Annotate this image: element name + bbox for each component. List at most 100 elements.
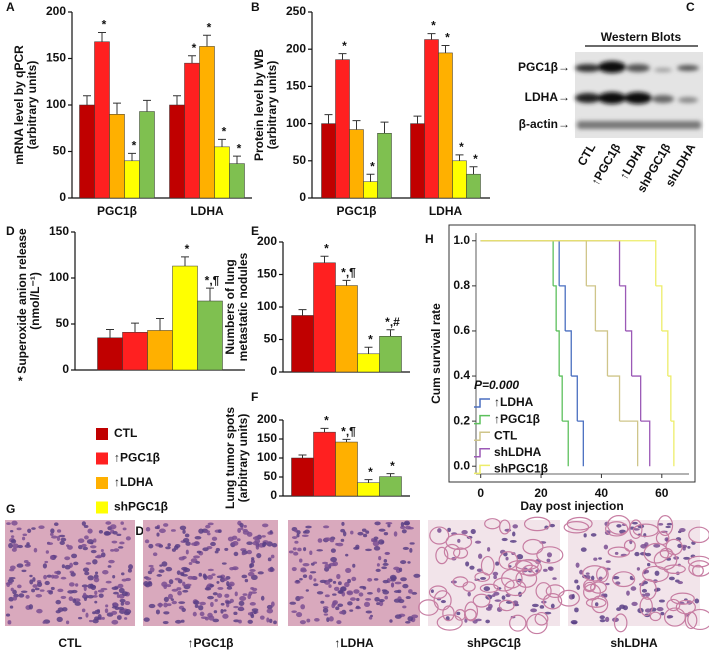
nucleus: [226, 586, 233, 590]
nucleus: [53, 522, 59, 527]
nucleus: [645, 552, 652, 557]
nucleus: [12, 589, 17, 595]
septum: [687, 555, 709, 568]
nucleus: [117, 583, 124, 589]
nucleus: [312, 561, 318, 564]
y-tick-label: 100: [257, 450, 277, 464]
nucleus: [384, 595, 388, 600]
nucleus: [73, 561, 79, 566]
bar: [349, 129, 364, 199]
y-tick-label: 150: [49, 224, 69, 238]
nucleus: [257, 571, 264, 575]
legend-line: [474, 398, 490, 408]
nucleus: [350, 530, 354, 535]
significance-label: *: [102, 18, 107, 32]
nucleus: [355, 544, 360, 550]
nucleus: [233, 605, 239, 609]
nucleus: [480, 576, 487, 580]
septum: [684, 611, 698, 630]
nucleus: [188, 561, 193, 565]
septum: [613, 613, 628, 633]
y-tick-label: 150: [286, 79, 306, 93]
nucleus: [376, 587, 381, 593]
nucleus: [50, 528, 55, 534]
nucleus: [461, 530, 468, 535]
nucleus: [658, 522, 664, 526]
nucleus: [239, 596, 247, 601]
nucleus: [447, 527, 451, 532]
septum: [649, 611, 662, 622]
nucleus: [116, 533, 122, 537]
nucleus: [152, 552, 158, 557]
nucleus: [476, 568, 483, 572]
nucleus: [56, 535, 61, 542]
bar: [94, 41, 110, 199]
nucleus: [89, 545, 97, 549]
nucleus: [574, 579, 579, 584]
legend-label: shPGC1β: [494, 462, 548, 476]
nucleus: [49, 532, 54, 536]
nucleus: [630, 577, 635, 581]
bar: [357, 353, 380, 373]
nucleus: [77, 538, 85, 543]
septum: [666, 598, 681, 612]
nucleus: [512, 524, 518, 529]
nucleus: [378, 528, 386, 532]
nucleus: [653, 543, 661, 548]
nucleus: [338, 590, 344, 594]
nucleus: [405, 596, 411, 600]
septum: [418, 599, 439, 616]
nucleus: [74, 601, 81, 606]
nucleus: [505, 556, 509, 561]
bar: [424, 39, 439, 199]
nucleus: [165, 566, 173, 572]
panel-letter: F: [251, 390, 258, 404]
septum: [504, 579, 527, 597]
nucleus: [546, 558, 551, 563]
nucleus: [32, 584, 38, 588]
error-bar: [413, 115, 422, 124]
nucleus: [666, 615, 672, 619]
nucleus: [100, 587, 108, 591]
nucleus: [295, 579, 300, 583]
nucleus: [204, 530, 210, 534]
error-bar: [380, 121, 389, 134]
y-axis-label: (arbitrary units): [265, 61, 279, 150]
nucleus: [313, 583, 319, 587]
nucleus: [119, 598, 126, 603]
nucleus: [81, 608, 86, 613]
septum: [557, 589, 580, 607]
nucleus: [492, 571, 499, 576]
nucleus: [229, 598, 234, 603]
nucleus: [337, 603, 344, 607]
nucleus: [501, 595, 506, 600]
nucleus: [328, 584, 332, 588]
error-bar: [233, 155, 241, 164]
survival-step: [556, 330, 560, 377]
nucleus: [31, 527, 36, 530]
band: [652, 95, 674, 103]
nucleus: [178, 601, 186, 604]
septum: [498, 599, 515, 612]
nucleus: [530, 608, 538, 613]
nucleus: [367, 592, 373, 595]
nucleus: [112, 531, 118, 535]
nucleus: [198, 528, 204, 534]
nucleus: [549, 523, 555, 528]
nucleus: [124, 617, 128, 620]
nucleus: [59, 540, 65, 546]
nucleus: [374, 521, 381, 526]
nucleus: [353, 589, 360, 594]
nucleus: [185, 549, 189, 555]
nucleus: [237, 527, 242, 534]
error-bar: [83, 95, 91, 105]
survival-step: [480, 240, 621, 286]
nucleus: [352, 563, 356, 568]
nucleus: [246, 541, 253, 546]
nucleus: [223, 609, 227, 612]
nucleus: [71, 553, 78, 559]
nucleus: [474, 540, 482, 544]
nucleus: [493, 591, 500, 596]
nucleus: [539, 605, 545, 609]
nucleus: [198, 572, 203, 577]
